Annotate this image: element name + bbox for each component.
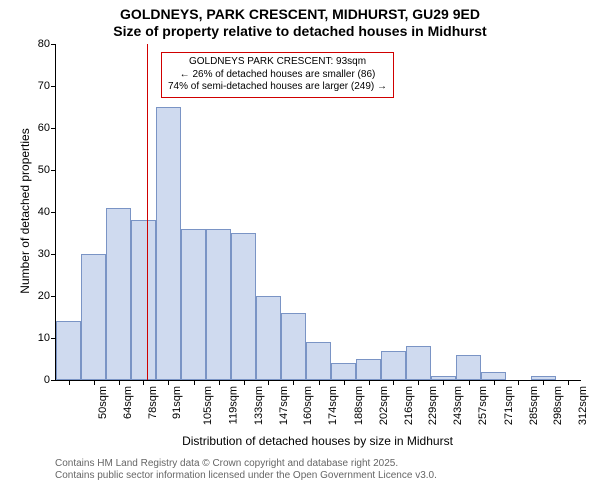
x-tick-label: 188sqm (353, 386, 365, 425)
x-tick-mark (443, 380, 444, 385)
histogram-bar (156, 107, 181, 380)
histogram-bar (281, 313, 306, 380)
x-tick-mark (94, 380, 95, 385)
annotation-line: ← 26% of detached houses are smaller (86… (168, 69, 387, 82)
y-tick-mark (51, 170, 56, 171)
histogram-bar (81, 254, 106, 380)
x-tick-mark (543, 380, 544, 385)
x-tick-mark (143, 380, 144, 385)
histogram-bar (131, 220, 156, 380)
histogram-bar (456, 355, 481, 380)
x-tick-label: 174sqm (327, 386, 339, 425)
x-tick-label: 64sqm (122, 386, 134, 419)
chart-title-line2: Size of property relative to detached ho… (0, 23, 600, 39)
x-tick-mark (119, 380, 120, 385)
histogram-bar (56, 321, 81, 380)
histogram-bar (306, 342, 331, 380)
histogram-bar (406, 346, 431, 380)
histogram-bar (381, 351, 406, 380)
x-tick-label: 50sqm (97, 386, 109, 419)
x-tick-mark (293, 380, 294, 385)
x-tick-mark (369, 380, 370, 385)
x-tick-label: 160sqm (302, 386, 314, 425)
histogram-bar (481, 372, 506, 380)
footer-line1: Contains HM Land Registry data © Crown c… (55, 458, 437, 470)
x-tick-mark (69, 380, 70, 385)
y-tick-mark (51, 86, 56, 87)
x-tick-mark (319, 380, 320, 385)
x-tick-mark (168, 380, 169, 385)
histogram-bar (106, 208, 131, 380)
x-tick-label: 119sqm (227, 386, 239, 424)
x-tick-label: 312sqm (577, 386, 589, 425)
x-tick-mark (268, 380, 269, 385)
chart-title-line1: GOLDNEYS, PARK CRESCENT, MIDHURST, GU29 … (0, 6, 600, 22)
annotation-line: GOLDNEYS PARK CRESCENT: 93sqm (168, 56, 387, 69)
x-tick-mark (344, 380, 345, 385)
x-tick-mark (568, 380, 569, 385)
histogram-bar (331, 363, 356, 380)
x-tick-label: 147sqm (278, 386, 290, 425)
footer-attribution: Contains HM Land Registry data © Crown c… (55, 458, 437, 482)
plot-area: 0102030405060708050sqm64sqm78sqm91sqm105… (55, 44, 581, 381)
x-tick-label: 202sqm (378, 386, 390, 425)
x-tick-label: 229sqm (427, 386, 439, 425)
annotation-box: GOLDNEYS PARK CRESCENT: 93sqm← 26% of de… (161, 52, 394, 98)
y-tick-mark (51, 296, 56, 297)
x-tick-label: 105sqm (202, 386, 214, 425)
chart-container: GOLDNEYS, PARK CRESCENT, MIDHURST, GU29 … (0, 0, 600, 500)
x-tick-label: 285sqm (528, 386, 540, 425)
x-tick-mark (393, 380, 394, 385)
x-tick-label: 243sqm (452, 386, 464, 425)
histogram-bar (231, 233, 256, 380)
y-tick-mark (51, 254, 56, 255)
y-tick-mark (51, 44, 56, 45)
y-tick-mark (51, 338, 56, 339)
x-tick-label: 78sqm (147, 386, 159, 419)
x-tick-mark (244, 380, 245, 385)
y-tick-mark (51, 380, 56, 381)
x-tick-label: 257sqm (478, 386, 490, 425)
histogram-bar (206, 229, 231, 380)
x-tick-label: 91sqm (171, 386, 183, 419)
x-axis-label: Distribution of detached houses by size … (55, 434, 580, 448)
histogram-bar (181, 229, 206, 380)
x-tick-label: 298sqm (552, 386, 564, 425)
annotation-line: 74% of semi-detached houses are larger (… (168, 81, 387, 94)
footer-line2: Contains public sector information licen… (55, 470, 437, 482)
histogram-bar (356, 359, 381, 380)
x-tick-mark (194, 380, 195, 385)
x-tick-mark (494, 380, 495, 385)
x-tick-mark (418, 380, 419, 385)
x-tick-mark (219, 380, 220, 385)
reference-line (147, 44, 148, 380)
y-tick-mark (51, 128, 56, 129)
histogram-bar (256, 296, 281, 380)
x-tick-label: 133sqm (253, 386, 265, 425)
x-tick-label: 216sqm (403, 386, 415, 425)
x-tick-mark (469, 380, 470, 385)
y-axis-label: Number of detached properties (18, 111, 32, 311)
x-tick-mark (518, 380, 519, 385)
x-tick-label: 271sqm (503, 386, 515, 425)
y-tick-mark (51, 212, 56, 213)
